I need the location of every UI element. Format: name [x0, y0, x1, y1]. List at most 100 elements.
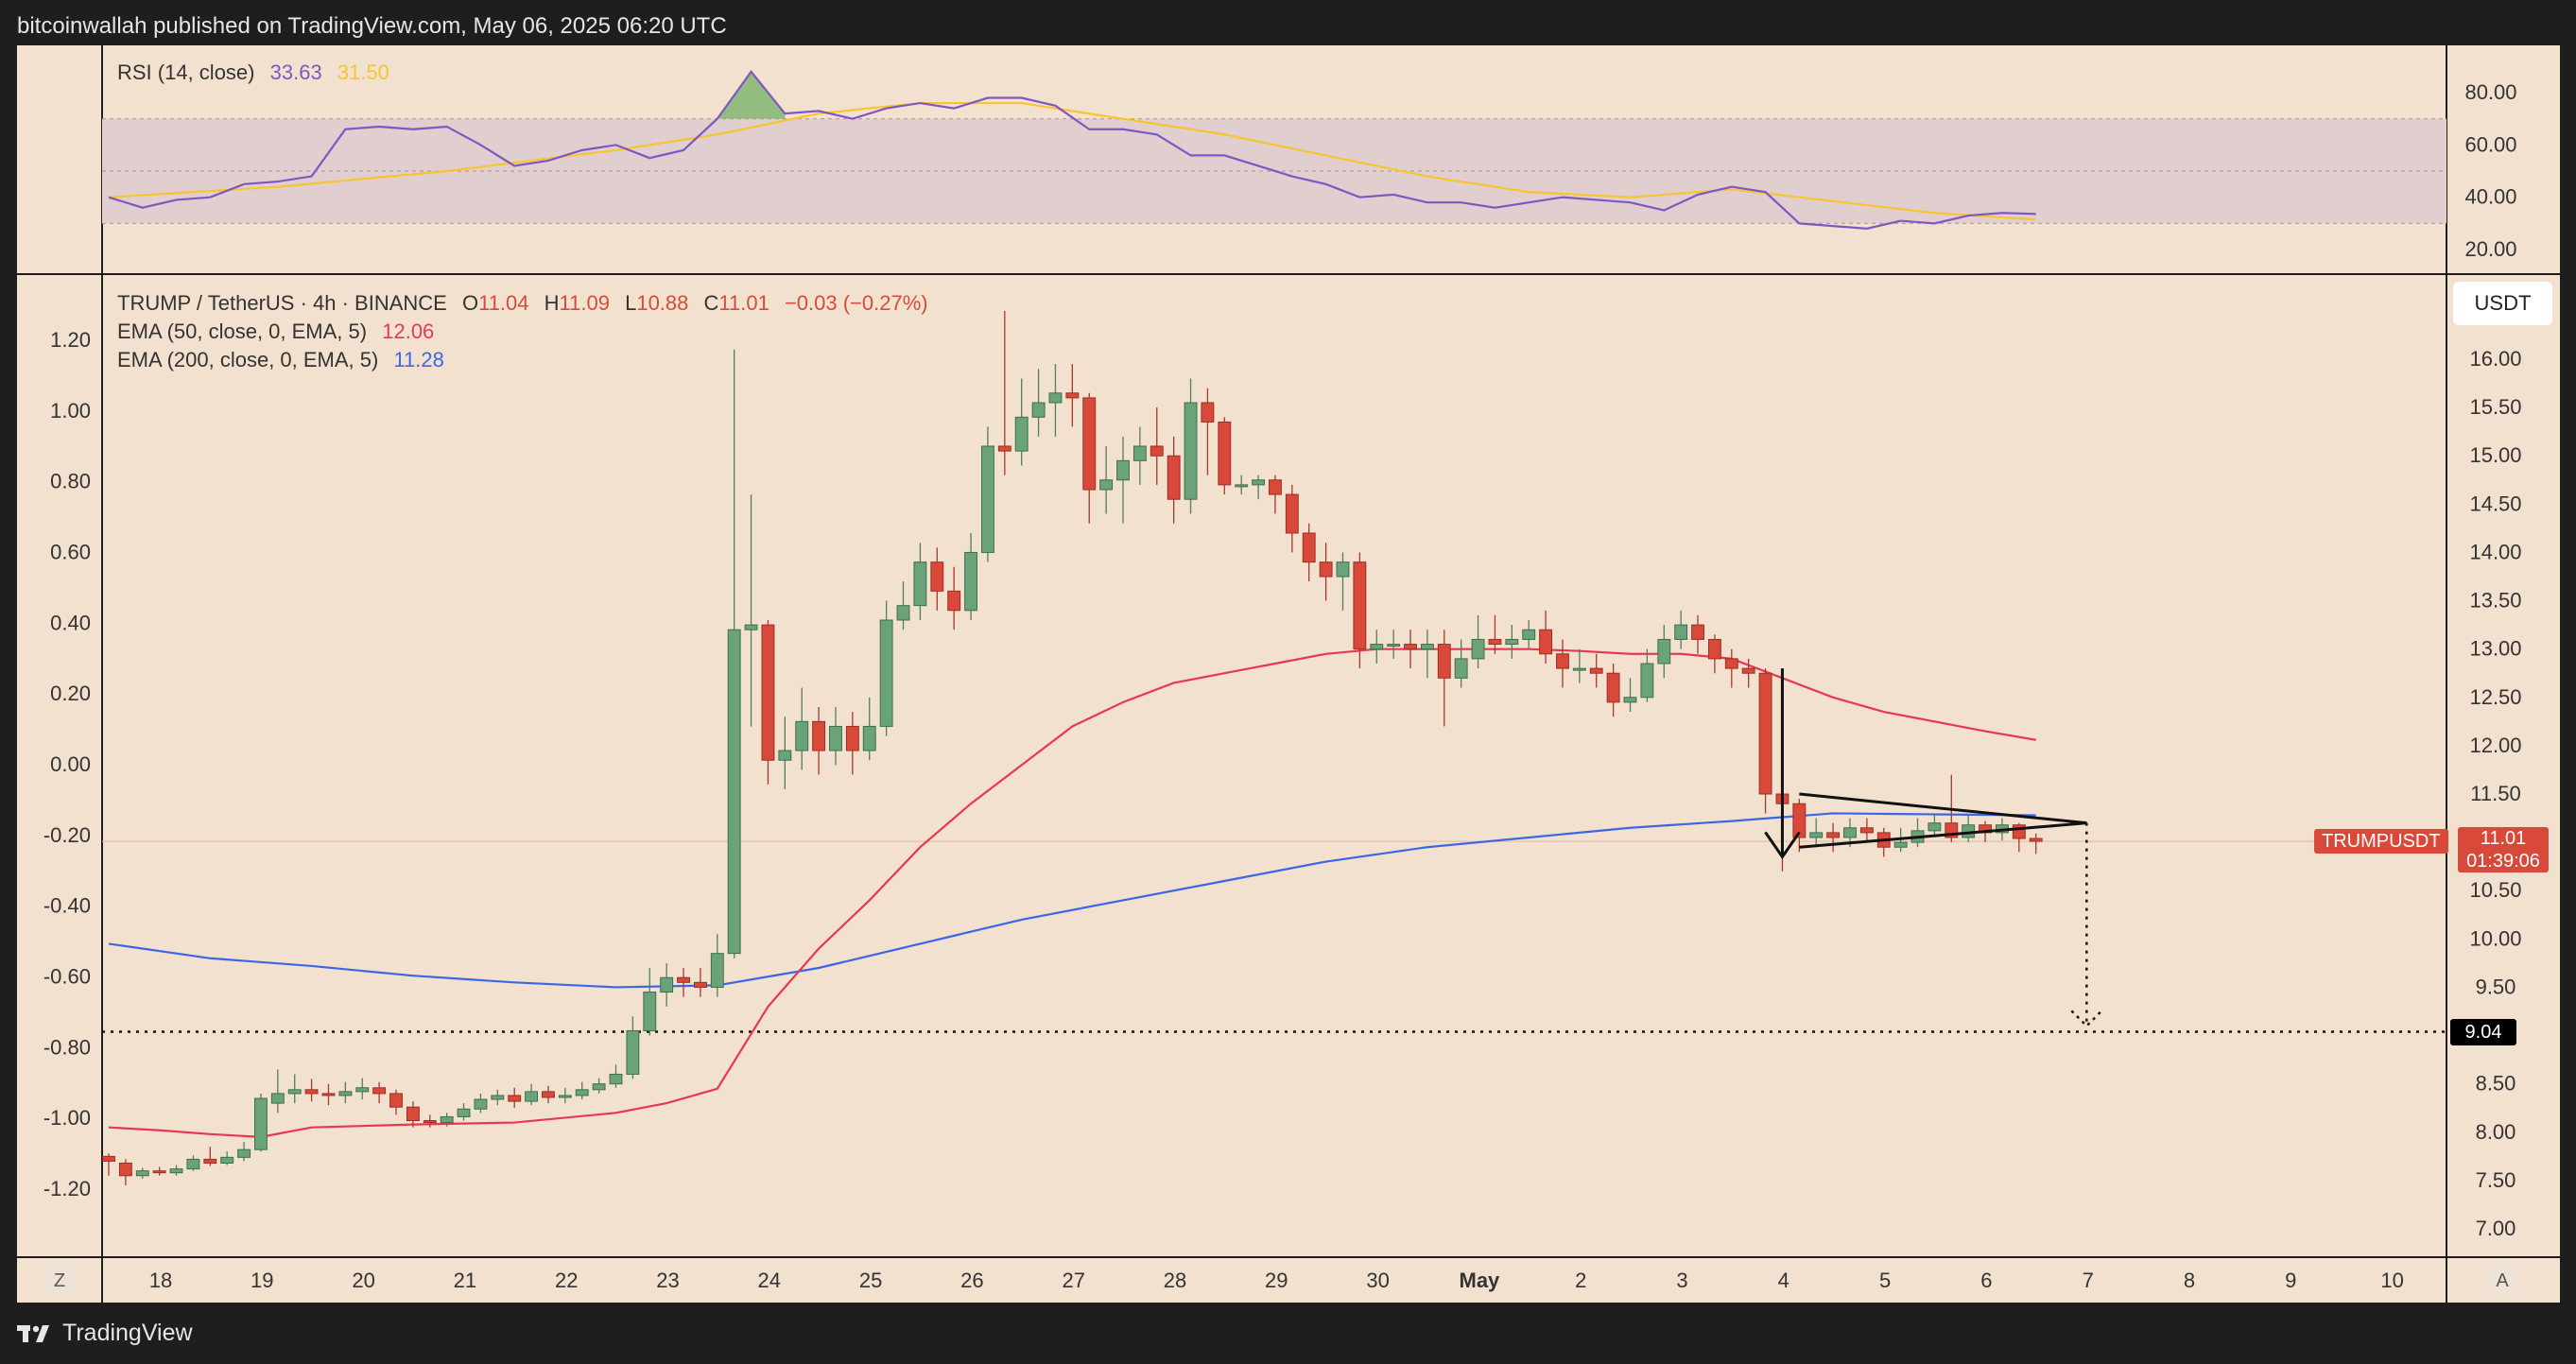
candle-body	[1269, 479, 1282, 495]
candle	[1218, 417, 1232, 495]
candle	[508, 1087, 522, 1109]
candle	[1065, 364, 1080, 427]
ema-lines	[108, 647, 2036, 1138]
candle	[1640, 648, 1654, 702]
left-axis-tick: 1.20	[50, 328, 91, 352]
ohlc-close-key: C	[703, 291, 719, 315]
price-axis-tick: 8.00	[2476, 1120, 2516, 1144]
candle-body	[1353, 561, 1367, 650]
price-axis-tick: 8.50	[2476, 1072, 2516, 1096]
date-axis-tick: 26	[960, 1269, 983, 1292]
candle	[964, 533, 977, 620]
currency-selector[interactable]: USDT	[2453, 282, 2552, 325]
candle-body	[1116, 459, 1130, 481]
candle	[1285, 484, 1299, 553]
ohlc-open-key: O	[461, 291, 479, 315]
candle-body	[727, 629, 741, 955]
auto-scale-button[interactable]: A	[2486, 1265, 2518, 1297]
rsi-panel: 80.00 60.00 40.00 20.00	[102, 70, 2517, 261]
candle	[237, 1142, 251, 1162]
left-axis-tick: -0.40	[43, 894, 91, 918]
candle	[1707, 634, 1721, 674]
candle-body	[1758, 672, 1772, 795]
candle	[287, 1074, 302, 1104]
candle-body	[1859, 827, 1874, 834]
chart-borders	[17, 45, 2560, 1303]
candle-body	[355, 1087, 370, 1093]
axes: 16.00 15.50 15.00 14.50 14.00 13.50 13.00 12.50…	[43, 328, 2522, 1292]
candle	[778, 717, 792, 789]
left-axis-tick: -1.00	[43, 1106, 91, 1130]
candle-body	[575, 1089, 589, 1096]
triangle-pattern	[1764, 668, 2103, 1028]
candle	[997, 310, 1011, 475]
candle	[795, 687, 809, 770]
rsi-legend: RSI (14, close) 33.63 31.50	[117, 60, 389, 85]
ohlc-close: 11.01	[718, 291, 769, 315]
candle-body	[491, 1095, 505, 1100]
candle-body	[980, 445, 994, 553]
rsi-axis-tick: 80.00	[2464, 80, 2516, 104]
left-axis-tick: -1.20	[43, 1177, 91, 1200]
candle	[1336, 552, 1350, 611]
candle-body	[1404, 644, 1417, 650]
candle-body	[1843, 827, 1857, 838]
timezone-button[interactable]: Z	[43, 1265, 76, 1297]
candle-body	[1218, 421, 1232, 486]
candle	[389, 1089, 403, 1115]
projection-arrow-head	[2070, 1010, 2103, 1028]
candle-body	[186, 1158, 200, 1170]
candle-body	[169, 1168, 183, 1174]
candle	[1132, 426, 1147, 485]
candle	[152, 1166, 166, 1176]
candle-body	[304, 1089, 319, 1095]
date-axis-tick: 9	[2285, 1269, 2296, 1292]
candle-body	[778, 750, 792, 761]
candle-body	[558, 1095, 572, 1098]
candle-body	[1589, 667, 1603, 674]
candle	[1404, 630, 1417, 669]
candle	[457, 1103, 471, 1121]
tradingview-brand[interactable]: TradingView	[17, 1320, 193, 1347]
candle-body	[1235, 484, 1249, 488]
candle-body	[1928, 822, 1942, 832]
date-axis-tick: 8	[2184, 1269, 2195, 1292]
candle-body	[744, 624, 758, 630]
candle	[862, 697, 876, 761]
date-axis-tick: 10	[2380, 1269, 2403, 1292]
price-axis-tick: 12.00	[2469, 734, 2521, 757]
candle-body	[964, 551, 977, 612]
candle-body	[152, 1170, 166, 1174]
candle-body	[1437, 644, 1451, 679]
ticker-label: TRUMPUSDT	[2314, 829, 2448, 854]
candle	[1184, 378, 1198, 514]
candle	[693, 968, 707, 997]
candle-body	[1505, 638, 1519, 646]
price-axis-tick: 13.00	[2469, 637, 2521, 661]
candle-body	[592, 1083, 606, 1091]
price-grid	[102, 840, 2446, 1033]
candle	[186, 1155, 200, 1171]
candle-body	[102, 1155, 115, 1162]
ohlc-high: 11.09	[559, 291, 610, 315]
date-axis-tick: 30	[1366, 1269, 1389, 1292]
candle	[1809, 818, 1824, 848]
candle	[1437, 630, 1451, 727]
candle-body	[1285, 493, 1299, 534]
candle-body	[660, 976, 674, 993]
candle-body	[321, 1093, 336, 1096]
date-axis-tick: 29	[1265, 1269, 1288, 1292]
candle-body	[135, 1170, 149, 1177]
candle	[1910, 818, 1925, 848]
candle	[1758, 668, 1772, 814]
candle	[2029, 833, 2043, 855]
candle	[1962, 815, 1976, 843]
candle-body	[1014, 416, 1029, 452]
ema50-label: EMA (50, close, 0, EMA, 5)	[117, 319, 368, 343]
candle-body	[474, 1098, 488, 1110]
candle	[761, 620, 775, 785]
candle-body	[1099, 479, 1114, 491]
candle	[1623, 678, 1637, 713]
price-axis-tick: 16.00	[2469, 347, 2521, 371]
